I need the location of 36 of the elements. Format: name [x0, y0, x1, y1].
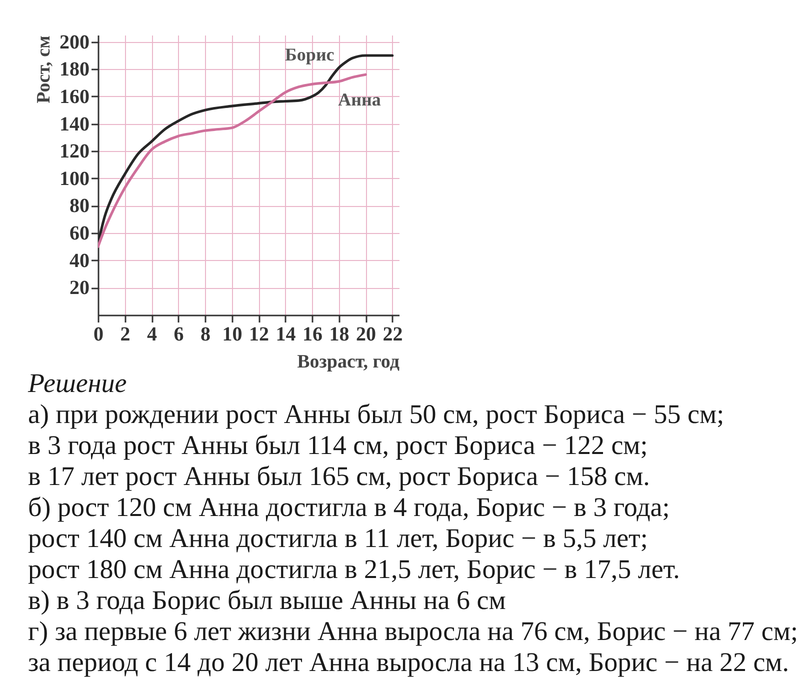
y-tick-label: 200 [60, 31, 90, 54]
y-tick-label: 140 [60, 113, 90, 136]
x-tick-label: 20 [356, 324, 376, 346]
text: в 3 года рост Анны был 114 см, рост Бориса − 122 см; [28, 430, 649, 461]
x-tick-label: 0 [94, 324, 104, 346]
x-tick-label: 8 [200, 324, 211, 346]
text: в 17 лет рост Анны был 165 см, рост Бориса − 158 см. [28, 461, 651, 492]
text: рост 140 см Анна достигла в 11 лет, Борис − в 5,5 лет; [28, 523, 649, 554]
y-tick-label: 160 [60, 86, 90, 108]
text: Решение [28, 368, 127, 398]
x-tick-label: 12 [249, 324, 270, 346]
y-tick-label: 100 [60, 168, 90, 190]
x-axis-title: Возраст, год [297, 352, 400, 372]
y-tick-label: 60 [70, 222, 90, 245]
x-tick-label: 14 [276, 324, 296, 346]
y-tick-label: 40 [70, 250, 90, 272]
x-tick-label: 6 [174, 324, 184, 346]
y-tick-label: 80 [70, 195, 90, 218]
x-tick-label: 2 [120, 324, 130, 346]
y-axis-title: Рост, см [34, 35, 54, 104]
x-tick-label: 18 [329, 324, 350, 346]
series-label: Борис [285, 44, 334, 64]
x-tick-label: 10 [222, 324, 242, 346]
text: за период с 14 до 20 лет Анна выросла на 13 см, Борис − на 22 см. [28, 647, 790, 678]
y-tick-label: 180 [60, 58, 90, 81]
x-tick-label: 22 [382, 324, 403, 346]
text: а) при рождении рост Анны был 50 см, рост Бориса − 55 см; [28, 399, 726, 430]
text: в) в 3 года Борис был выше Анны на 6 см [28, 585, 507, 616]
text: б) рост 120 см Анна достигла в 4 года, Борис − в 3 года; [28, 492, 671, 523]
x-tick-label: 4 [147, 324, 158, 346]
y-tick-label: 120 [60, 140, 90, 163]
y-tick-label: 20 [70, 277, 90, 300]
text: рост 180 см Анна достигла в 21,5 лет, Борис − в 17,5 лет. [28, 554, 681, 585]
series-label: Анна [338, 90, 381, 110]
x-tick-label: 16 [302, 324, 323, 346]
text: г) за первые 6 лет жизни Анна выросла на 76 см, Борис − на 77 см; [28, 616, 798, 647]
